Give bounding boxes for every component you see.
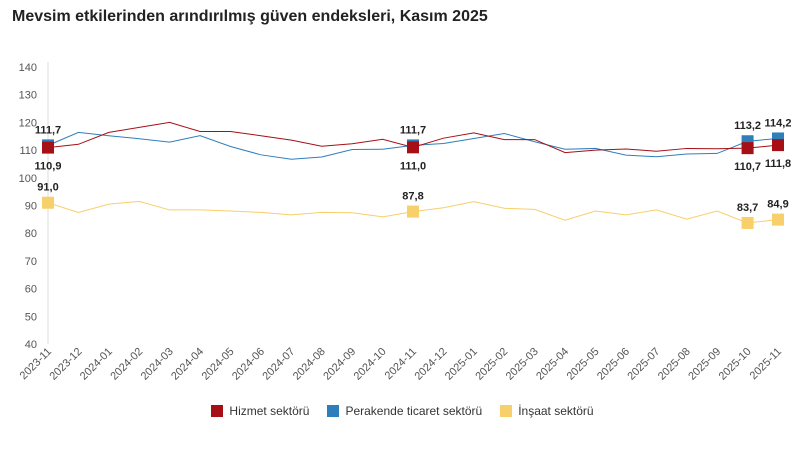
x-tick-label: 2025-07: [625, 346, 662, 383]
legend-swatch: [211, 405, 224, 417]
legend-item-insaat[interactable]: İnşaat sektörü: [500, 404, 594, 418]
x-tick-label: 2025-03: [504, 346, 541, 383]
chart-title: Mevsim etkilerinden arındırılmış güven e…: [12, 8, 488, 25]
x-tick-label: 2025-04: [534, 346, 571, 383]
data-label: 87,8: [402, 191, 423, 203]
data-point-marker: [407, 205, 419, 218]
legend-swatch: [500, 405, 513, 417]
x-tick-label: 2024-08: [291, 346, 328, 383]
x-tick-label: 2025-08: [656, 346, 693, 383]
data-point-marker: [772, 213, 784, 226]
x-tick-label: 2024-03: [139, 346, 176, 383]
data-label: 111,7: [400, 124, 426, 136]
x-tick-label: 2025-10: [717, 346, 754, 383]
y-tick-label: 140: [19, 62, 37, 74]
x-tick-label: 2024-02: [108, 346, 145, 383]
data-label: 111,8: [765, 158, 791, 170]
data-label: 83,7: [737, 202, 758, 214]
data-point-marker: [42, 196, 54, 209]
legend-item-perakende[interactable]: Perakende ticaret sektörü: [327, 404, 482, 418]
data-label: 111,0: [400, 160, 426, 172]
x-tick-label: 2025-11: [748, 346, 784, 382]
data-point-marker: [407, 141, 419, 154]
data-label: 113,2: [734, 120, 761, 132]
data-label: 84,9: [767, 199, 788, 211]
x-tick-label: 2025-06: [595, 346, 632, 383]
legend: Hizmet sektörü Perakende ticaret sektörü…: [0, 404, 805, 418]
x-tick-label: 2024-01: [78, 346, 115, 383]
data-label: 110,9: [35, 161, 62, 173]
x-tick-label: 2024-07: [260, 346, 297, 383]
x-tick-label: 2024-04: [169, 346, 206, 383]
y-tick-label: 120: [19, 117, 37, 129]
legend-swatch: [327, 405, 340, 417]
y-tick-label: 90: [25, 201, 37, 213]
data-label: 110,7: [734, 161, 761, 173]
x-tick-label: 2025-09: [686, 346, 723, 383]
y-tick-label: 60: [25, 284, 37, 296]
y-tick-label: 80: [25, 228, 37, 240]
y-tick-label: 130: [19, 90, 37, 102]
data-label: 114,2: [765, 117, 792, 129]
legend-label: Hizmet sektörü: [229, 404, 310, 418]
data-label: 91,0: [37, 182, 58, 194]
x-tick-label: 2025-05: [565, 346, 602, 383]
y-tick-label: 110: [19, 145, 37, 157]
data-point-marker: [42, 141, 54, 154]
data-point-marker: [741, 216, 754, 229]
x-tick-label: 2024-09: [321, 346, 358, 383]
x-tick-label: 2025-01: [443, 346, 480, 383]
legend-label: İnşaat sektörü: [518, 404, 594, 418]
x-tick-label: 2024-12: [413, 346, 450, 383]
legend-label: Perakende ticaret sektörü: [345, 404, 483, 418]
data-point-marker: [741, 142, 754, 155]
y-tick-label: 100: [19, 173, 37, 185]
y-tick-label: 50: [25, 311, 37, 323]
x-tick-label: 2024-06: [230, 346, 267, 383]
y-tick-label: 70: [25, 256, 37, 268]
x-tick-label: 2023-12: [48, 346, 85, 383]
y-tick-label: 40: [25, 339, 37, 351]
data-label: 111,7: [35, 124, 61, 136]
legend-item-hizmet[interactable]: Hizmet sektörü: [211, 404, 309, 418]
data-point-marker: [772, 139, 784, 152]
x-tick-label: 2025-02: [473, 346, 510, 383]
x-tick-label: 2024-05: [200, 346, 237, 383]
x-tick-label: 2024-10: [352, 346, 389, 383]
